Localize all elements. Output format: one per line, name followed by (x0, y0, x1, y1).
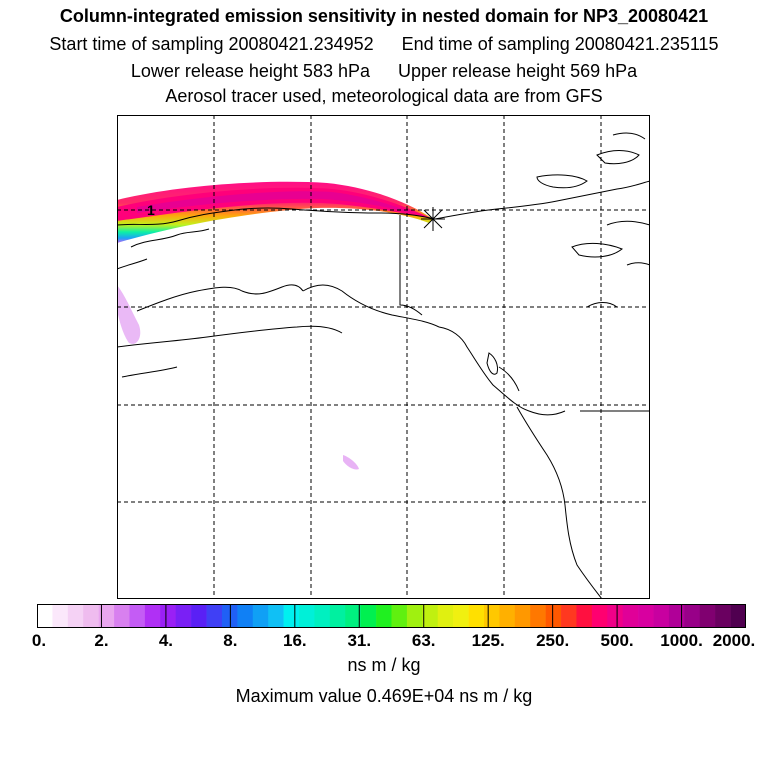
colorbar-tick-label: 2. (94, 631, 109, 650)
colorbar-cell (221, 604, 238, 628)
sensitivity-patch-west (117, 285, 141, 344)
colorbar-cell (252, 604, 269, 628)
colorbar-dividers (100, 604, 683, 628)
maximum-value-label: Maximum value 0.469E+04 ns m / kg (235, 686, 533, 706)
colorbar-cell (422, 604, 439, 628)
colorbar-cell (561, 604, 577, 628)
colorbar-cell (514, 604, 531, 628)
colorbar-tick-label: 4. (158, 631, 173, 650)
political-borders (399, 215, 650, 412)
colorbar-tick-label: 125. (471, 631, 505, 650)
colorbar-cell (638, 604, 654, 628)
colorbar-tick-label: 250. (536, 631, 570, 650)
colorbar-cell (191, 604, 207, 628)
colorbar-cell (329, 604, 346, 628)
start-time-label: Start time of sampling 20080421.234952 (49, 34, 374, 54)
colorbar-cell (98, 604, 115, 628)
colorbar-tick-label: 2000. (712, 631, 756, 650)
colorbar-cell (67, 604, 84, 628)
colorbar-frame (37, 604, 746, 628)
upper-release-label: Upper release height 569 hPa (398, 61, 638, 81)
colorbar-cell (391, 604, 408, 628)
map-frame (117, 115, 650, 599)
end-time-label: End time of sampling 20080421.235115 (401, 34, 719, 54)
lower-release-label: Lower release height 583 hPa (130, 61, 370, 81)
colorbar-tick-label: 8. (223, 631, 238, 650)
colorbar-tick-labels: 0. 2. 4. 8. 16. 31. 63. 125. 250. 500. 1000. 2000. (0, 631, 768, 651)
release-height-row: Lower release height 583 hPa Upper releas… (0, 61, 768, 82)
colorbar-cell (299, 604, 315, 628)
colorbar-cell (453, 604, 469, 628)
trajectory-marker-label: 1 (147, 202, 155, 218)
sensitivity-map: 1 (117, 115, 650, 599)
colorbar-cell (129, 604, 146, 628)
colorbar-cell (83, 604, 99, 628)
colorbar-cell (699, 604, 716, 628)
colorbar-cell (345, 604, 361, 628)
colorbar-cell (437, 604, 454, 628)
colorbar-cell (607, 604, 623, 628)
colorbar-cell (468, 604, 485, 628)
colorbar-tick-label: 31. (347, 631, 372, 650)
colorbar-cell (653, 604, 670, 628)
colorbar-cell (545, 604, 562, 628)
coastlines (117, 132, 650, 599)
sensitivity-patch-south (343, 455, 359, 470)
colorbar-tick-label: 500. (600, 631, 634, 650)
colorbar-cell (283, 604, 300, 628)
colorbar-units-label: ns m / kg (347, 655, 421, 675)
colorbar-cell (499, 604, 516, 628)
colorbar-cell (622, 604, 639, 628)
colorbar-tick-label: 63. (411, 631, 436, 650)
colorbar-tick-label: 16. (282, 631, 307, 650)
colorbar-cell (206, 604, 223, 628)
colorbar-cell (668, 604, 685, 628)
colorbar-cell (268, 604, 284, 628)
colorbar-cell (52, 604, 69, 628)
colorbar-cell (237, 604, 254, 628)
colorbar-cell (37, 604, 53, 628)
colorbar-cell (160, 604, 177, 628)
colorbar-cell (576, 604, 593, 628)
release-point-marker (421, 207, 445, 231)
colorbar-cell (376, 604, 392, 628)
colorbar-cells (37, 604, 746, 628)
colorbar-cell (175, 604, 192, 628)
colorbar-tick-label: 1000. (660, 631, 703, 650)
colorbar-cell (314, 604, 331, 628)
graticule (117, 115, 650, 599)
colorbar-cell (591, 604, 608, 628)
tracer-info-label: Aerosol tracer used, meteorological data… (165, 86, 603, 106)
colorbar-cell (715, 604, 731, 628)
colorbar-cell (406, 604, 423, 628)
plot-title: Column-integrated emission sensitivity i… (59, 6, 709, 26)
colorbar-cell (483, 604, 500, 628)
sensitivity-plume-max (137, 191, 417, 214)
colorbar-cell (360, 604, 377, 628)
colorbar-cell (684, 604, 701, 628)
colorbar-cell (114, 604, 130, 628)
colorbar-cell (144, 604, 161, 628)
colorbar-tick-label: 0. (31, 631, 47, 650)
colorbar-cell (530, 604, 546, 628)
colorbar (37, 604, 746, 628)
colorbar-cell (730, 604, 746, 628)
sampling-time-row: Start time of sampling 20080421.234952 En… (0, 34, 768, 55)
